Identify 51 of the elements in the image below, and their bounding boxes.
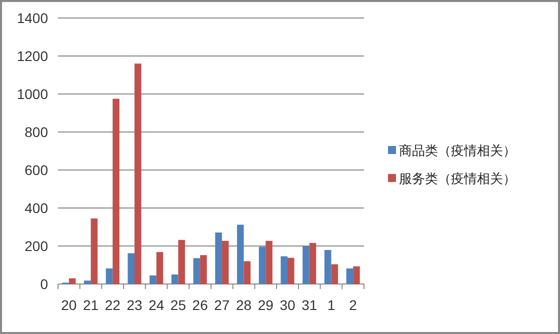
bar: [128, 253, 134, 284]
legend-label: 服务类（疫情相关）: [399, 171, 516, 186]
bar: [150, 275, 156, 284]
x-tick-label: 26: [192, 297, 208, 313]
bar: [84, 280, 91, 284]
y-tick-label: 1200: [16, 48, 48, 64]
bar: [112, 98, 120, 284]
bar: [324, 250, 332, 284]
bar: [280, 256, 288, 284]
bar: [200, 255, 207, 284]
y-tick-label: 600: [24, 162, 48, 178]
bar: [353, 266, 360, 284]
x-tick-label: 29: [258, 297, 274, 313]
x-tick-label: 30: [280, 297, 296, 313]
y-tick-label: 200: [24, 238, 48, 254]
bar: [178, 240, 185, 284]
bar: [134, 64, 142, 284]
bar: [171, 274, 178, 284]
bar: [106, 268, 113, 284]
bar: [244, 261, 251, 284]
bar: [258, 246, 266, 284]
bar: [346, 268, 354, 284]
bar: [309, 242, 316, 284]
legend-label: 商品类（疫情相关）: [399, 143, 516, 158]
x-tick-label: 27: [214, 297, 230, 313]
bar: [156, 252, 164, 284]
x-tick-label: 28: [236, 297, 252, 313]
x-tick-label: 22: [104, 297, 121, 313]
bar: [193, 258, 200, 284]
bar: [68, 278, 76, 284]
bar: [237, 224, 244, 284]
y-tick-label: 1400: [16, 10, 48, 26]
x-tick-label: 2: [349, 297, 358, 313]
bar: [266, 240, 272, 284]
bar: [90, 218, 98, 284]
x-tick-label: 25: [170, 297, 186, 313]
y-tick-label: 800: [24, 124, 48, 140]
y-tick-label: 1000: [16, 86, 48, 102]
x-tick-label: 21: [82, 297, 99, 313]
bar: [331, 264, 338, 284]
bar: [222, 240, 229, 284]
bar: [215, 232, 222, 284]
bar: [302, 246, 310, 284]
x-tick-label: 1: [327, 297, 336, 313]
y-tick-label: 0: [40, 276, 48, 292]
x-tick-label: 31: [302, 297, 318, 313]
bar: [288, 258, 294, 284]
x-tick-label: 24: [148, 297, 164, 313]
x-tick-label: 20: [61, 297, 77, 313]
x-tick-label: 23: [126, 297, 142, 313]
y-tick-label: 400: [24, 200, 48, 216]
